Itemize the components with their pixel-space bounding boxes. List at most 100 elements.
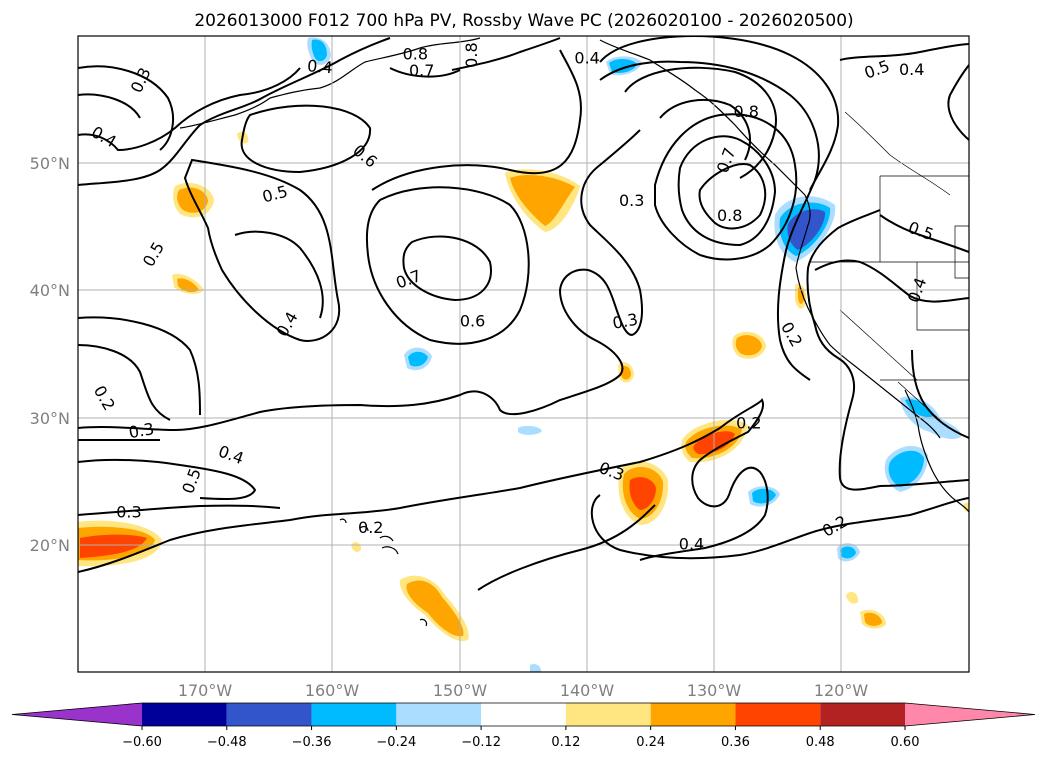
contour-label: 0.3 [611, 310, 639, 333]
colorbar-tick-label: −0.60 [122, 735, 162, 750]
figure-title: 2026013000 F012 700 hPa PV, Rossby Wave … [194, 11, 853, 31]
pv-contour [234, 230, 324, 319]
colorbar-swatch [650, 703, 736, 726]
pv-contour [78, 344, 171, 421]
contour-label: 0.4 [679, 534, 704, 553]
pv-contour [698, 163, 767, 230]
positive-anomaly-area [846, 591, 859, 604]
pv-contour [590, 494, 969, 560]
pv-contour [477, 504, 656, 591]
positive-anomaly-area [399, 575, 469, 641]
lat-tick-label: 40°N [30, 281, 70, 300]
pv-contour [78, 65, 175, 151]
colorbar-tick-label: 0.60 [891, 735, 920, 750]
negative-anomaly-area [530, 663, 542, 672]
colorbar-extend-low [12, 703, 142, 726]
pv-contour [599, 36, 840, 191]
colorbar-swatch [565, 703, 651, 726]
pv-contour [78, 129, 643, 432]
pv-contour [677, 135, 777, 247]
pv-contour [78, 504, 281, 516]
coastlines [179, 37, 969, 627]
lon-tick-label: 150°W [433, 681, 488, 700]
colorbar-tick-label: 0.48 [806, 735, 835, 750]
positive-anomaly-area [78, 520, 162, 567]
pv-contour [839, 43, 969, 61]
lat-tick-labels: 50°N 40°N 30°N 20°N [30, 154, 70, 555]
positive-anomaly-area [505, 169, 580, 232]
contour-label: 0.4 [899, 60, 924, 79]
pv-contour [78, 398, 769, 573]
pv-contour [451, 37, 561, 71]
pv-contour [78, 37, 391, 186]
colorbar: −0.60 −0.48 −0.36 −0.24 −0.12 0.12 0.24 0.36 0.4… [11, 702, 1036, 750]
pv-contour [183, 158, 341, 342]
contour-label: 0.3 [116, 503, 141, 522]
map-area: 0.30.40.40.60.50.50.40.70.60.80.80.70.40… [78, 36, 969, 672]
pv-contour [240, 104, 372, 174]
contour-label: 0.3 [619, 191, 644, 210]
pv-contour [365, 186, 530, 345]
positive-anomaly-area [860, 609, 886, 629]
colorbar-tick-label: 0.24 [636, 735, 665, 750]
lat-tick-label: 50°N [30, 154, 70, 173]
gridlines [78, 36, 969, 672]
negative-anomaly-area [884, 445, 928, 492]
pv-contours [78, 36, 969, 591]
contour-label: 0.4 [574, 48, 599, 67]
pv-contour [624, 66, 777, 179]
map-frame [77, 35, 970, 673]
negative-anomaly-area [404, 347, 432, 371]
colorbar-tick-label: −0.48 [207, 735, 247, 750]
negative-anomaly-area [837, 543, 860, 562]
pv-contour [371, 49, 582, 191]
pv-contour [814, 259, 969, 303]
pv-contour [78, 316, 201, 416]
colorbar-swatch [311, 703, 397, 726]
pv-contour [654, 113, 798, 261]
contour-label: 0.6 [460, 312, 485, 331]
pv-anomaly-shading [78, 37, 969, 672]
pv-contour [599, 60, 820, 381]
pv-contour [659, 98, 751, 161]
colorbar-swatch [142, 703, 227, 726]
negative-anomaly-area [748, 486, 780, 507]
pv-contour [389, 67, 461, 78]
colorbar-tick-label: 0.36 [721, 735, 750, 750]
contour-label: 0.4 [306, 56, 333, 77]
pv-contour [78, 67, 301, 152]
lon-tick-labels: 170°W 160°W 150°W 140°W 130°W 120°W [178, 681, 869, 700]
lon-tick-label: 130°W [687, 681, 742, 700]
pv-contour [911, 349, 969, 439]
pv-contour [402, 235, 492, 302]
lon-tick-label: 170°W [178, 681, 233, 700]
colorbar-swatch [226, 703, 312, 726]
pv-contour [879, 214, 969, 253]
contour-label: 0.7 [409, 61, 434, 80]
positive-anomaly-area [172, 273, 204, 294]
lon-tick-label: 140°W [560, 681, 615, 700]
pv-contour [78, 93, 141, 119]
pv-contour [947, 64, 969, 141]
colorbar-swatch [396, 703, 482, 726]
negative-anomaly-area [307, 37, 331, 65]
colorbar-tick-label: −0.36 [292, 735, 332, 750]
colorbar-tick-label: −0.12 [461, 735, 501, 750]
colorbar-swatch [735, 703, 821, 726]
colorbar-tick-label: 0.12 [551, 735, 580, 750]
contour-label: 0.2 [358, 518, 383, 537]
contour-label: 0.3 [127, 419, 155, 442]
negative-anomaly-area [518, 425, 542, 435]
lat-tick-label: 30°N [30, 409, 70, 428]
colorbar-swatch [820, 703, 905, 726]
contour-label: 0.8 [717, 206, 742, 225]
colorbar-extend-high [905, 703, 1035, 726]
colorbar-tick-label: −0.24 [376, 735, 416, 750]
pv-contour [78, 458, 257, 500]
positive-anomaly-area [732, 331, 766, 359]
pv-contour [806, 209, 969, 491]
contour-label: 0.8 [734, 102, 759, 121]
contour-label: 0.8 [462, 42, 481, 67]
lon-tick-label: 160°W [305, 681, 360, 700]
